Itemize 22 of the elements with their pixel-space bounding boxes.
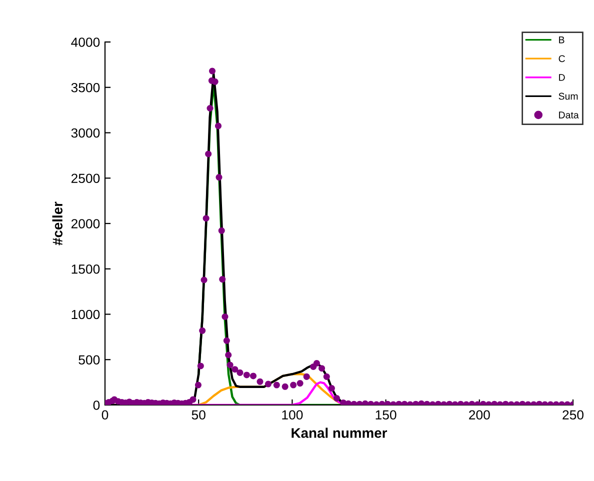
- y-tick-label: 2000: [71, 219, 100, 228]
- y-tick-label: 0: [93, 400, 100, 410]
- x-tick-label: 200: [469, 410, 490, 420]
- legend-label: Data: [559, 112, 579, 118]
- x-tick-label: 0: [102, 410, 108, 420]
- x-tick-label: 250: [562, 410, 584, 420]
- y-tick-label: 4000: [71, 38, 100, 47]
- y-axis-title: #celler: [52, 202, 62, 246]
- y-tick-label: 1000: [72, 310, 100, 320]
- x-tick-label: 50: [192, 410, 206, 420]
- x-tick-label: 150: [376, 410, 396, 420]
- legend-label: C: [558, 55, 565, 62]
- y-tick-label: 3000: [71, 128, 100, 138]
- y-tick-label: 2500: [71, 174, 100, 184]
- x-axis-title: Kanal nummer: [292, 428, 388, 438]
- x-tick-label: 100: [282, 410, 303, 420]
- y-tick-label: 1500: [72, 264, 100, 274]
- y-tick-label: 3500: [71, 82, 100, 92]
- legend-label: B: [559, 36, 564, 44]
- legend-label: D: [559, 74, 565, 81]
- legend-label: Sum: [558, 92, 578, 100]
- y-tick-label: 500: [78, 355, 100, 365]
